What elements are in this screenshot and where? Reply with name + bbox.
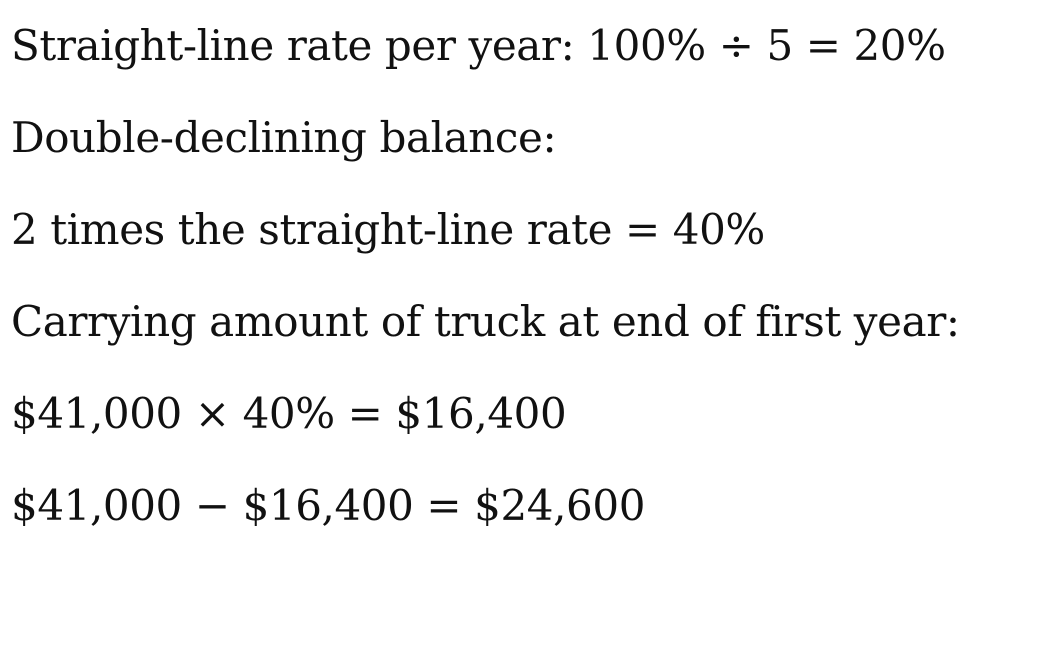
ddb-heading-line: Double-declining balance: [11,113,557,162]
carrying-amount-heading-line: Carrying amount of truck at end of first… [11,297,960,346]
depreciation-calculation-line: $41,000 × 40% = $16,400 [11,389,567,438]
carrying-amount-result-line: $41,000 − $16,400 = $24,600 [11,481,646,530]
ddb-rate-line: 2 times the straight-line rate = 40% [11,205,765,254]
straight-line-rate-line: Straight-line rate per year: 100% ÷ 5 = … [11,21,946,70]
